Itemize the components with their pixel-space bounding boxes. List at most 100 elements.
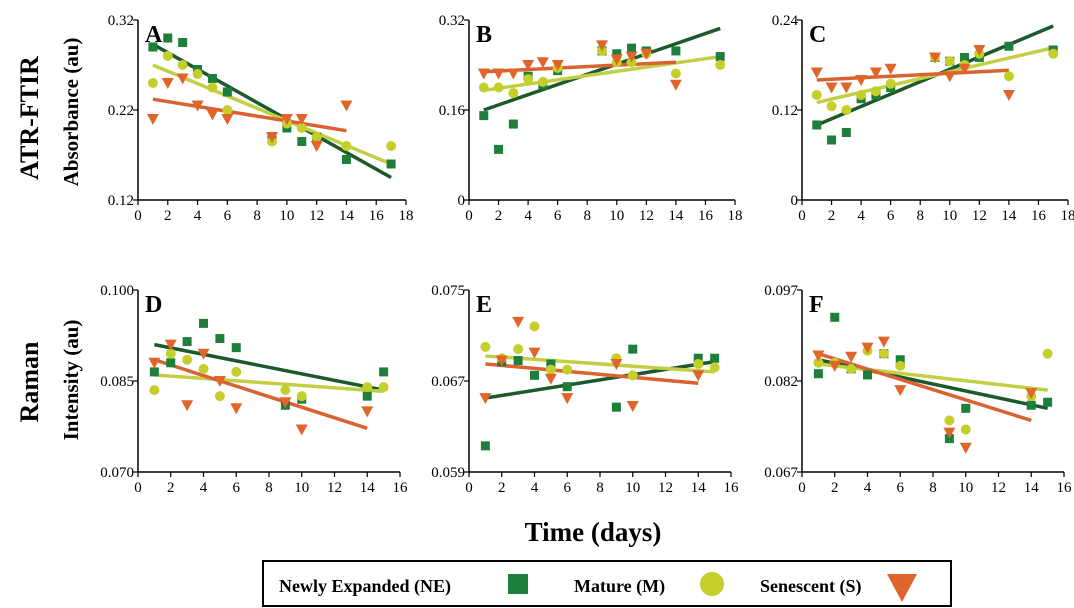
x-tick-label-a: 4 [194,208,202,224]
point-s-f [845,351,858,363]
point-s-f [943,427,956,439]
x-tick-label-f: 2 [831,480,839,496]
point-s-c [973,45,986,56]
point-s-e [528,347,541,359]
point-ne-b [494,144,504,154]
x-tick-label-c: 4 [857,208,865,224]
x-tick-label-d: 10 [294,480,309,496]
panel-letter-d: D [145,292,162,318]
point-ne-a [178,38,188,47]
point-m-a [207,82,218,93]
point-s-c [958,63,971,75]
point-m-d [149,385,160,396]
point-ne-e [611,402,621,412]
point-s-a [191,100,204,112]
point-s-e [479,393,492,405]
point-ne-e [546,359,556,369]
fit-line-m-b [483,54,721,93]
point-s-b [640,48,653,60]
fit-line-s-a [152,97,347,133]
legend: Newly Expanded (NE) Mature (M) Senescent… [262,560,952,607]
x-tick-label-d: 8 [265,480,273,496]
point-ne-f [1026,400,1036,410]
x-tick-label-b: 6 [554,208,562,224]
point-m-a [311,132,322,142]
x-tick-label-f: 16 [1057,480,1073,496]
legend-marker-ne [508,574,528,594]
x-tick-label-f: 14 [1024,480,1040,496]
x-tick-label-a: 0 [134,208,142,224]
point-ne-e [562,382,572,392]
legend-label-ne: Newly Expanded (NE) [279,576,451,597]
y-tick-label-a: 0.32 [108,13,134,29]
y-tick-label-a: 0.22 [108,103,134,119]
x-tick-label-b: 18 [728,208,743,224]
x-tick-label-f: 6 [897,480,905,496]
point-m-c [856,90,867,100]
x-tick-label-d: 12 [327,480,342,496]
point-ne-e [693,353,703,363]
x-tick-label-b: 8 [583,208,591,224]
point-s-a [266,132,278,143]
point-s-a [310,141,323,152]
point-ne-d [182,337,192,347]
x-tick-label-a: 18 [399,208,414,224]
x-tick-label-e: 12 [658,480,673,496]
y-tick-label-a: 0.12 [108,193,134,209]
point-m-e [627,370,638,381]
y-tick-label-f: 0.067 [764,465,798,481]
y-tick-label-d: 0.085 [100,374,134,390]
x-tick-label-e: 8 [596,480,604,496]
point-m-d [378,382,389,393]
point-s-d [361,406,374,418]
point-s-d [181,400,194,412]
panel-letter-f: F [809,292,824,318]
y-tick-label-d: 0.070 [100,465,134,481]
y-tick-label-c: 0.24 [772,13,799,29]
row-label-raman: Raman [15,341,44,422]
x-tick-label-f: 0 [798,480,806,496]
point-ne-b [479,111,489,121]
x-tick-label-b: 10 [609,208,624,224]
x-tick-label-e: 10 [625,480,640,496]
fit-line-m-f [818,362,1048,392]
fit-line-ne-b [483,26,721,112]
point-s-e [512,316,525,328]
point-s-a [176,73,189,85]
point-m-d [280,385,291,396]
point-ne-f [961,403,971,413]
point-s-b [669,79,682,91]
point-s-c [1002,90,1015,101]
point-s-a [206,109,219,121]
point-s-d [295,424,308,436]
point-ne-a [297,137,307,146]
y-tick-label-c: 0 [791,193,799,209]
x-tick-label-d: 14 [360,480,376,496]
y-tick-label-e: 0.059 [431,465,465,481]
point-s-a [295,114,308,125]
point-s-c [840,82,853,94]
point-s-b [522,60,535,71]
x-tick-label-a: 10 [279,208,294,224]
x-tick-label-c: 16 [1031,208,1047,224]
point-s-a [161,78,174,89]
x-tick-label-c: 18 [1061,208,1074,224]
x-tick-label-e: 2 [498,480,506,496]
point-m-b [523,74,534,85]
y-tick-label-c: 0.12 [772,103,798,119]
x-tick-label-f: 8 [929,480,937,496]
point-m-e [480,341,491,352]
x-tick-label-f: 10 [958,480,973,496]
x-tick-label-e: 16 [724,480,740,496]
point-s-f [828,360,841,372]
point-m-f [1042,348,1053,359]
x-tick-label-c: 14 [1001,208,1017,224]
y-tick-label-b: 0.32 [439,13,465,29]
point-ne-f [895,355,905,365]
x-tick-label-c: 0 [798,208,806,224]
x-tick-label-b: 4 [524,208,532,224]
point-s-d [197,348,210,360]
point-ne-d [379,367,389,377]
y-tick-label-b: 0 [458,193,466,209]
point-ne-f [830,312,840,322]
